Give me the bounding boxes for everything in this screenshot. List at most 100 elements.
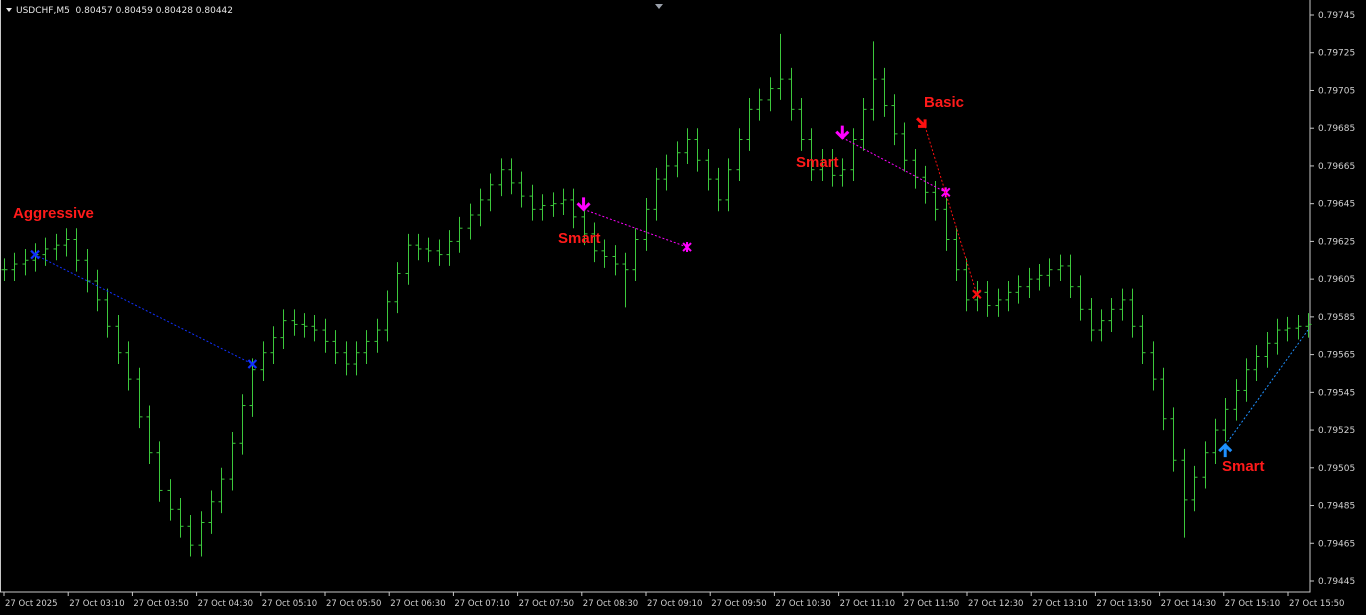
- ohlc-bar: [198, 511, 205, 557]
- ohlc-bar: [570, 188, 577, 229]
- x-tick-label: 27 Oct 08:30: [583, 599, 638, 609]
- ohlc-bar: [1150, 341, 1157, 391]
- ohlc-bar: [684, 128, 691, 165]
- ohlc-bar: [891, 94, 898, 146]
- ohlc-bar: [115, 314, 122, 365]
- y-tick-label: 0.79565: [1318, 351, 1355, 361]
- ohlc-bar: [498, 158, 505, 197]
- ohlc-bar: [808, 128, 815, 182]
- ohlc-bar: [1026, 267, 1033, 298]
- x-tick-label: 27 Oct 09:50: [711, 599, 766, 609]
- ohlc-bar: [218, 467, 225, 514]
- ohlc-bar: [332, 330, 339, 365]
- ohlc-bar: [881, 67, 888, 117]
- x-tick-label: 27 Oct 06:30: [390, 599, 445, 609]
- ohlc-bar: [746, 98, 753, 151]
- ohlc-bar: [280, 309, 287, 349]
- ohlc-bar: [42, 237, 49, 266]
- exit-star-icon: [682, 242, 692, 253]
- ohlc-bar: [1067, 254, 1074, 298]
- y-tick-label: 0.79645: [1318, 200, 1355, 210]
- ohlc-bar: [653, 167, 660, 221]
- signal-annotation: Basic: [924, 94, 978, 295]
- x-tick-label: 27 Oct 03:50: [133, 599, 188, 609]
- x-tick-label: 27 Oct 05:10: [262, 599, 317, 609]
- ohlc-bar: [1139, 314, 1146, 365]
- ohlc-bar: [229, 431, 236, 491]
- ohlc-bar: [1005, 281, 1012, 312]
- x-tick-label: 27 Oct 14:30: [1161, 599, 1216, 609]
- ohlc-bar: [1119, 288, 1126, 321]
- signal-label: Aggressive: [13, 205, 94, 222]
- ohlc-bar: [1305, 313, 1312, 338]
- y-tick-label: 0.79685: [1318, 124, 1355, 134]
- ohlc-bar: [363, 330, 370, 365]
- signal-annotation: Smart: [796, 137, 947, 193]
- ohlc-bar: [136, 367, 143, 429]
- ohlc-bar: [84, 248, 91, 293]
- y-tick-label: 0.79605: [1318, 275, 1355, 285]
- ohlc-bar: [1202, 441, 1209, 489]
- y-tick-label: 0.79485: [1318, 502, 1355, 512]
- ohlc-bar: [239, 394, 246, 455]
- signal-line: [34, 254, 253, 365]
- ohlc-bar: [260, 341, 267, 382]
- ohlc-bar: [777, 33, 784, 100]
- ohlc-bar: [995, 288, 1002, 317]
- ohlc-bar: [94, 269, 101, 312]
- ohlc-bar: [829, 148, 836, 187]
- ohlc-bar: [819, 148, 826, 182]
- entry-arrow-down-diag-icon: [916, 117, 927, 128]
- x-tick-label: 27 Oct 12:30: [968, 599, 1023, 609]
- ohlc-bar: [415, 233, 422, 261]
- ohlc-bar: [270, 326, 277, 365]
- signal-annotation: Smart: [1222, 329, 1309, 475]
- ohlc-bar: [1295, 314, 1302, 340]
- ohlc-bar: [508, 158, 515, 195]
- ohlc-bar: [249, 358, 256, 417]
- ohlc-bar: [788, 67, 795, 121]
- ohlc-bar: [912, 148, 919, 189]
- ohlc-bar: [425, 237, 432, 263]
- x-tick-label: 27 Oct 09:10: [647, 599, 702, 609]
- x-tick-label: 27 Oct 10:30: [775, 599, 830, 609]
- x-tick-label: 27 Oct 07:50: [519, 599, 574, 609]
- y-tick-label: 0.79705: [1318, 86, 1355, 96]
- x-tick-label: 27 Oct 13:50: [1096, 599, 1151, 609]
- y-tick-label: 0.79465: [1318, 539, 1355, 549]
- ohlc-bar: [477, 188, 484, 227]
- ohlc-bar: [963, 258, 970, 312]
- ohlc-bar: [467, 203, 474, 240]
- ohlc-bar: [984, 281, 991, 317]
- entry-arrow-down-icon: [576, 197, 591, 212]
- signal-line: [1224, 329, 1309, 446]
- ohlc-bar: [1077, 275, 1084, 321]
- signal-label: Basic: [924, 94, 964, 111]
- ohlc-bar: [550, 192, 557, 217]
- ohlc-bar: [674, 141, 681, 178]
- shift-marker-icon: [655, 4, 663, 9]
- symbol-label: USDCHF,M5: [16, 6, 70, 16]
- x-tick-label: 27 Oct 11:50: [904, 599, 959, 609]
- ohlc-bar: [322, 318, 329, 353]
- ohlc-bar: [146, 405, 153, 465]
- ohlc-bar: [1015, 275, 1022, 304]
- ohlc-bar: [798, 98, 805, 151]
- ohlc-bar: [1098, 309, 1105, 342]
- ohlc-bar: [932, 181, 939, 221]
- ohlc-bar: [384, 290, 391, 342]
- ohlc-bar: [663, 154, 670, 191]
- collapse-triangle-icon[interactable]: [6, 8, 12, 12]
- ohlc-bar: [715, 167, 722, 212]
- ohlc-bar: [736, 128, 743, 182]
- y-tick-label: 0.79525: [1318, 426, 1355, 436]
- ohlc-bar: [63, 228, 70, 257]
- y-tick-label: 0.79445: [1318, 577, 1355, 587]
- ohlc-bar: [487, 173, 494, 212]
- ohlc-bar: [177, 497, 184, 538]
- ohlc-bar: [456, 216, 463, 253]
- x-tick-label: 27 Oct 2025: [5, 599, 58, 609]
- ohlc-bar: [518, 171, 525, 208]
- ohlc-bar: [860, 98, 867, 151]
